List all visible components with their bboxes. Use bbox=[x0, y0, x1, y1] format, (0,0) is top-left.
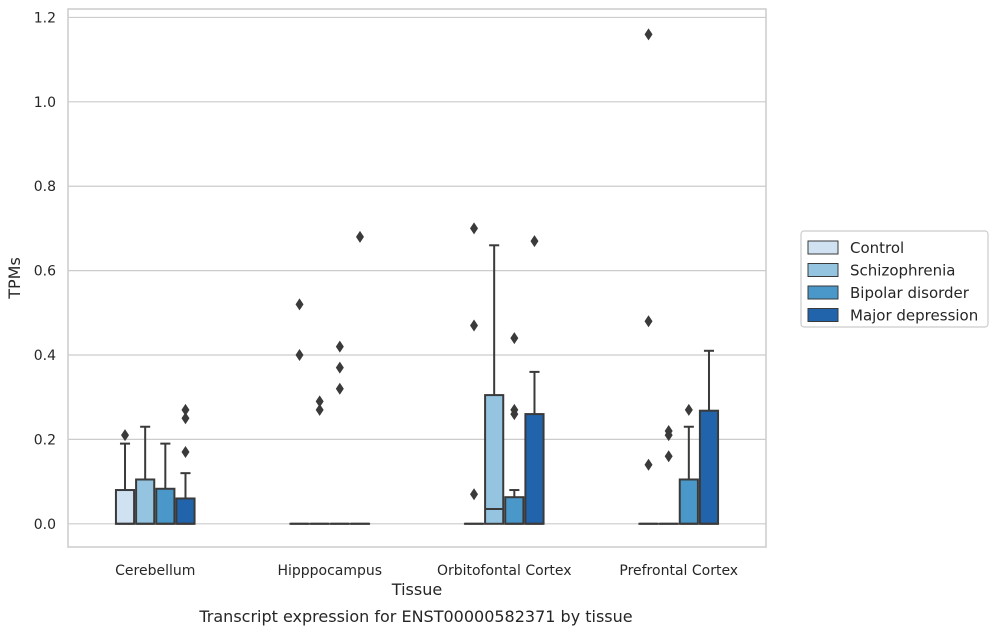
box-body bbox=[484, 394, 505, 525]
box-body bbox=[135, 478, 156, 525]
x-tick-label: Cerebellum bbox=[115, 563, 195, 579]
legend-swatch bbox=[807, 308, 839, 322]
outlier-point bbox=[644, 458, 653, 471]
outlier-point bbox=[644, 28, 653, 41]
x-tick-label: Prefrontal Cortex bbox=[619, 563, 738, 579]
legend-swatch bbox=[807, 263, 839, 277]
y-axis-title: TPMs bbox=[5, 257, 24, 300]
plot-area-frame bbox=[67, 8, 767, 548]
y-tick-label: 0.6 bbox=[34, 264, 56, 280]
outlier-point bbox=[684, 403, 693, 416]
box-body bbox=[114, 489, 136, 525]
outlier-point bbox=[181, 403, 190, 416]
box-control bbox=[463, 222, 485, 525]
outlier-point bbox=[295, 349, 304, 362]
outlier-point bbox=[355, 230, 364, 243]
outlier-point bbox=[181, 412, 190, 425]
x-tick-labels: Cerebellum Hipppocampus Orbitofontal Corte… bbox=[115, 563, 738, 579]
y-tick-label: 0.0 bbox=[34, 517, 56, 533]
box-schizophrenia bbox=[135, 425, 156, 525]
box-body bbox=[175, 497, 196, 525]
box-body bbox=[504, 496, 525, 525]
outlier-point bbox=[664, 450, 673, 463]
x-axis-title: Tissue bbox=[391, 580, 442, 599]
y-tick-label: 0.2 bbox=[34, 432, 56, 448]
box-body bbox=[678, 478, 699, 525]
box-bipolar-disorder bbox=[678, 403, 699, 525]
box-body bbox=[698, 409, 720, 525]
box-body bbox=[155, 487, 176, 525]
legend-swatch bbox=[807, 285, 839, 300]
legend-label: Control bbox=[850, 239, 904, 257]
outlier-point bbox=[470, 222, 479, 235]
chart-caption: Transcript expression for ENST0000058237… bbox=[198, 607, 632, 626]
outlier-point bbox=[664, 424, 673, 437]
outlier-point bbox=[181, 446, 190, 459]
outlier-point bbox=[295, 298, 304, 311]
outlier-point bbox=[315, 395, 324, 408]
y-tick-label: 1.0 bbox=[34, 95, 56, 111]
outlier-point bbox=[470, 319, 479, 332]
boxes bbox=[114, 28, 720, 525]
box-major-depression bbox=[349, 230, 371, 525]
outlier-point bbox=[335, 382, 344, 395]
legend-swatch bbox=[807, 240, 839, 255]
legend-label: Bipolar disorder bbox=[850, 284, 970, 302]
y-tick-label: 0.4 bbox=[34, 348, 56, 364]
x-tick-label: Hipppocampus bbox=[277, 563, 382, 579]
outlier-point bbox=[510, 332, 519, 345]
box-control bbox=[114, 429, 136, 525]
outlier-point bbox=[121, 429, 130, 442]
box-bipolar-disorder bbox=[155, 442, 176, 525]
box-major-depression bbox=[175, 403, 196, 525]
y-tick-label: 1.2 bbox=[34, 10, 56, 26]
box-schizophrenia bbox=[484, 244, 505, 525]
legend-label: Schizophrenia bbox=[850, 262, 955, 280]
outlier-point bbox=[470, 488, 479, 501]
box-bipolar-disorder bbox=[329, 340, 350, 525]
legend-label: Major depression bbox=[850, 307, 978, 325]
box-control bbox=[289, 298, 310, 525]
outlier-point bbox=[335, 361, 344, 374]
box-body bbox=[524, 413, 545, 525]
outlier-point bbox=[510, 403, 519, 416]
outlier-point bbox=[335, 340, 344, 353]
outlier-point bbox=[530, 235, 539, 248]
box-schizophrenia bbox=[658, 424, 679, 525]
y-tick-labels: 0.0 0.2 0.4 0.6 0.8 1.0 1.2 bbox=[34, 10, 56, 532]
box-major-depression bbox=[698, 349, 720, 525]
legend: Control Schizophrenia Bipolar disorder Majo… bbox=[800, 230, 989, 328]
outlier-point bbox=[315, 403, 324, 416]
x-tick-label: Orbitofontal Cortex bbox=[437, 563, 572, 579]
outlier-point bbox=[644, 315, 653, 328]
y-tick-label: 0.8 bbox=[34, 179, 56, 195]
box-bipolar-disorder bbox=[504, 332, 525, 525]
box-major-depression bbox=[524, 235, 545, 525]
grid-lines bbox=[68, 16, 766, 525]
box-schizophrenia bbox=[309, 395, 330, 525]
legend-frame bbox=[800, 230, 989, 328]
box-control bbox=[638, 28, 659, 525]
